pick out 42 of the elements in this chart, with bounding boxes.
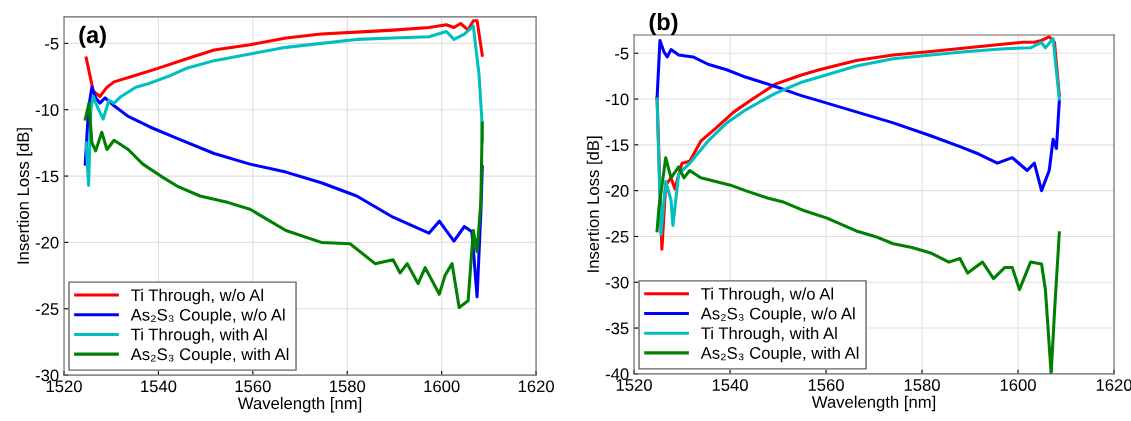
legend-label: As₂S₃ Couple, w/o Al <box>130 308 285 325</box>
y-tick-label: -35 <box>605 322 629 335</box>
y-tick-label: -30 <box>605 276 629 289</box>
y-tick-label: -30 <box>35 369 59 382</box>
y-tick-label: -25 <box>35 303 59 315</box>
x-tick-label: 1580 <box>904 379 940 391</box>
legend-label: As₂S₃ Couple, with Al <box>130 347 289 364</box>
x-tick-label: 1560 <box>808 379 844 391</box>
y-tick-label: -5 <box>615 47 629 60</box>
x-axis-title: Wavelength [nm] <box>237 396 362 413</box>
x-tick-label: 1520 <box>616 379 652 391</box>
chart-title: (a) <box>79 25 106 48</box>
x-tick-label: 1600 <box>424 380 460 393</box>
x-axis-title: Wavelength [nm] <box>811 395 936 412</box>
y-tick-label: -20 <box>605 185 629 197</box>
legend-label: Ti Through, w/o Al <box>131 288 263 305</box>
y-tick-label: -10 <box>35 104 59 116</box>
x-tick-label: 1600 <box>1000 379 1036 391</box>
line-series <box>655 38 1061 193</box>
y-axis-title: Insertion Loss [dB] <box>16 128 33 264</box>
x-tick-label: 1580 <box>330 380 366 393</box>
chart-title: (b) <box>649 12 678 35</box>
y-tick-label: -15 <box>605 139 629 152</box>
y-tick-label: -20 <box>35 236 59 249</box>
line-series <box>655 156 1061 374</box>
x-tick-label: 1540 <box>141 380 177 393</box>
y-axis-title: Insertion Loss [dB] <box>586 136 603 272</box>
y-tick-label: -25 <box>605 230 629 243</box>
x-tick-label: 1540 <box>712 379 748 391</box>
y-tick-label: -5 <box>45 37 59 50</box>
x-tick-label: 1620 <box>518 380 554 393</box>
y-tick-label: -40 <box>605 368 629 381</box>
legend-label: As₂S₃ Couple, with Al <box>700 346 859 363</box>
x-tick-label: 1560 <box>235 380 271 393</box>
legend-label: As₂S₃ Couple, w/o Al <box>700 307 855 323</box>
y-tick-label: -10 <box>605 93 629 106</box>
y-tick-label: -15 <box>35 170 59 183</box>
x-tick-label: 1520 <box>46 380 82 393</box>
legend-label: Ti Through, with Al <box>701 326 837 343</box>
x-tick-label: 1620 <box>1096 379 1131 391</box>
legend-label: Ti Through, with Al <box>131 328 267 344</box>
legend-label: Ti Through, w/o Al <box>701 287 833 304</box>
